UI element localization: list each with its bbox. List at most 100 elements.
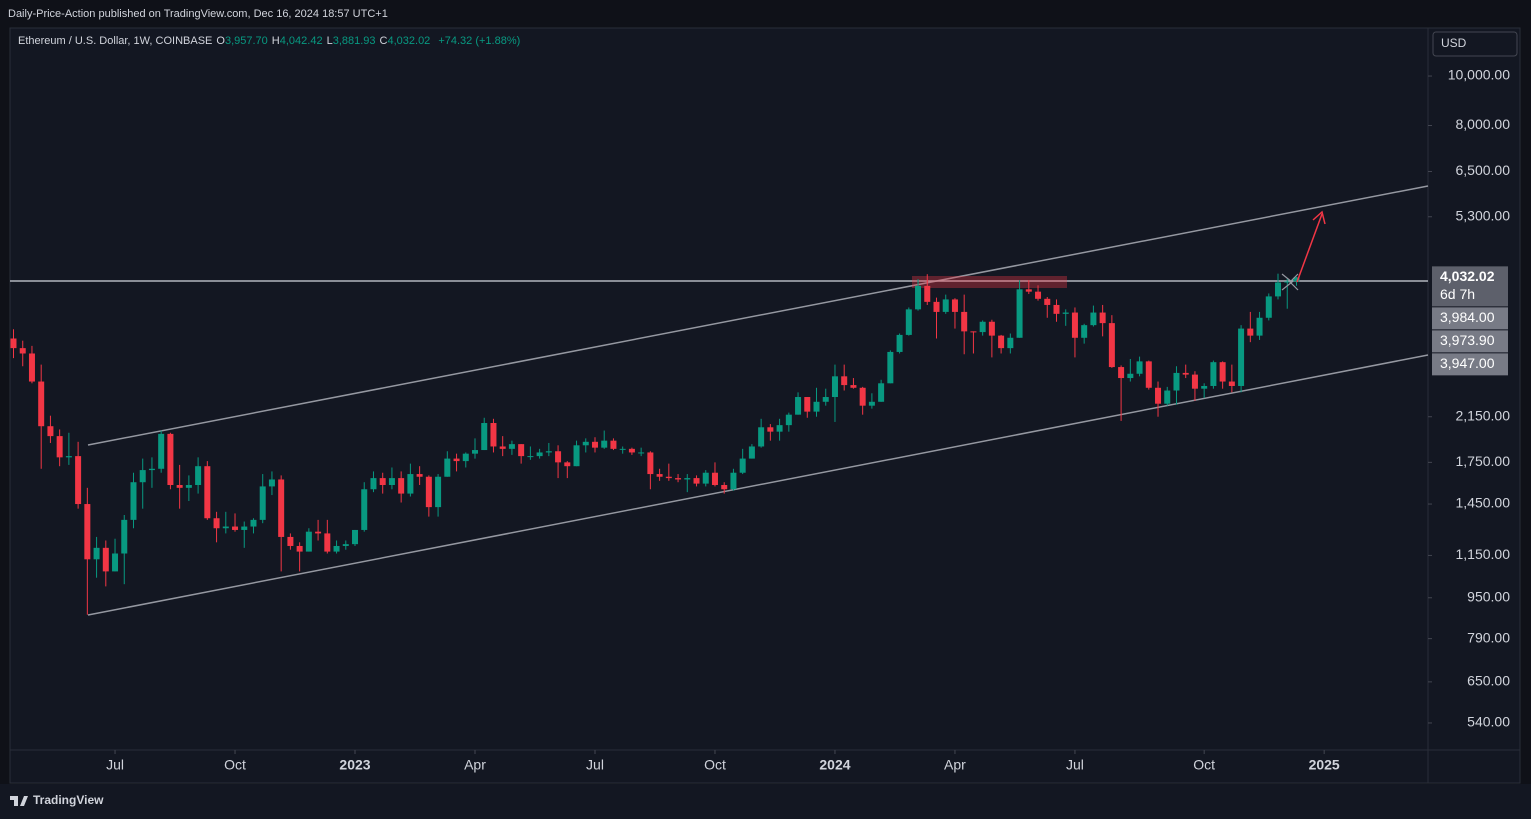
candle-body xyxy=(647,452,654,475)
projection-marker xyxy=(1281,273,1299,291)
candle-body xyxy=(610,440,617,449)
candle-body xyxy=(795,397,802,415)
candle-body xyxy=(582,441,589,446)
symbol: Ethereum / U.S. Dollar, 1W, COINBASE xyxy=(18,35,213,47)
candle-body xyxy=(1108,323,1115,368)
candle-body xyxy=(93,547,100,560)
candle-body xyxy=(167,433,174,486)
candle-body xyxy=(619,448,626,450)
candle-body xyxy=(979,321,986,333)
y-tick-label: 650.00 xyxy=(1467,673,1510,689)
candle-body xyxy=(804,397,811,412)
y-tick-label: 1,450.00 xyxy=(1456,495,1511,511)
legend: Ethereum / U.S. Dollar, 1W, COINBASE O3,… xyxy=(18,35,520,47)
candle-body xyxy=(398,478,405,494)
candle-body xyxy=(305,531,312,552)
candle-body xyxy=(278,479,285,537)
candle-body xyxy=(499,446,506,449)
candle-body xyxy=(555,451,562,463)
candle-body xyxy=(1099,312,1106,324)
candle-body xyxy=(333,545,340,552)
candle-body xyxy=(887,351,894,384)
candle-body xyxy=(1118,367,1125,379)
axes: 10,000.00 8,000.00 6,500.00 5,300.00 2,150.0… xyxy=(106,67,1510,773)
x-tick-label: Jul xyxy=(1066,757,1084,773)
ohlc-key: O xyxy=(216,35,225,47)
candle-body xyxy=(361,489,368,530)
candle-body xyxy=(56,436,63,458)
candle-body xyxy=(287,536,294,546)
currency-label[interactable]: USD xyxy=(1441,36,1467,50)
y-tick-label: 1,750.00 xyxy=(1456,453,1511,469)
candle-body xyxy=(1136,361,1143,374)
candle-body xyxy=(767,427,774,432)
candle-body xyxy=(379,478,386,486)
candle-body xyxy=(204,466,211,519)
candle-body xyxy=(970,331,977,333)
candle-body xyxy=(10,338,17,349)
x-tick-label: 2024 xyxy=(819,757,850,773)
candle-body xyxy=(896,334,903,352)
candle-body xyxy=(998,335,1005,349)
candle-body xyxy=(370,478,377,490)
candle-body xyxy=(988,321,995,336)
price-label: 3,947.00 xyxy=(1440,355,1495,371)
candle-body xyxy=(508,444,515,449)
arrow-head xyxy=(1312,210,1326,225)
y-tick-label: 2,150.00 xyxy=(1456,407,1511,423)
candle-body xyxy=(1191,374,1198,389)
ohlc-value: 4,042.42 xyxy=(279,35,323,47)
x-tick-label: Oct xyxy=(704,757,726,773)
candle-body xyxy=(102,547,109,572)
candle-body xyxy=(702,472,709,484)
candle-body xyxy=(84,504,91,560)
candle-body xyxy=(75,456,82,505)
x-tick-label: Apr xyxy=(944,757,966,773)
candle-body xyxy=(564,462,571,467)
candle-body xyxy=(444,458,451,477)
candle-body xyxy=(933,301,940,312)
candle-body xyxy=(601,440,608,448)
change: +74.32 (+1.88%) xyxy=(438,35,521,47)
candle-body xyxy=(1007,337,1014,349)
candles xyxy=(10,273,1300,615)
candle-body xyxy=(905,309,912,335)
candle-body xyxy=(453,458,460,462)
resistance-zone xyxy=(912,276,1067,288)
brand-name: TradingView xyxy=(33,793,104,807)
candle-body xyxy=(232,526,239,530)
candle-body xyxy=(841,376,848,386)
candle-body xyxy=(813,401,820,412)
candle-body xyxy=(1182,372,1189,375)
y-tick-label: 6,500.00 xyxy=(1456,162,1511,178)
candle-body xyxy=(65,456,72,458)
x-tick-label: Jul xyxy=(586,757,604,773)
price-label: 4,032.02 xyxy=(1440,268,1495,284)
candle-body xyxy=(1256,317,1263,336)
candle-body xyxy=(1062,312,1069,314)
y-tick-label: 950.00 xyxy=(1467,588,1510,604)
candle-body xyxy=(121,519,128,554)
y-tick-label: 1,150.00 xyxy=(1456,546,1511,562)
candle-body xyxy=(638,452,645,454)
candle-body xyxy=(130,482,137,520)
candle-body xyxy=(1016,289,1023,338)
candle-body xyxy=(822,397,829,402)
candle-body xyxy=(1173,372,1180,391)
candle-body xyxy=(112,553,119,572)
candle-body xyxy=(1025,289,1032,292)
candle-body xyxy=(195,466,202,486)
candle-body xyxy=(1219,362,1226,382)
candle-body xyxy=(942,299,949,312)
candle-body xyxy=(1044,298,1051,305)
published-note: Daily-Price-Action published on TradingV… xyxy=(8,8,388,20)
ohlc: O3,957.70 H4,042.42 L3,881.93 C4,032.02 xyxy=(216,35,434,47)
candle-body xyxy=(425,476,432,508)
candle-body xyxy=(1164,390,1171,404)
candle-body xyxy=(490,423,497,447)
currency-button[interactable] xyxy=(1432,31,1518,57)
candle-body xyxy=(536,452,543,457)
channel-lower xyxy=(87,354,1429,616)
candle-body xyxy=(1210,362,1217,386)
candle-body xyxy=(1238,328,1245,386)
